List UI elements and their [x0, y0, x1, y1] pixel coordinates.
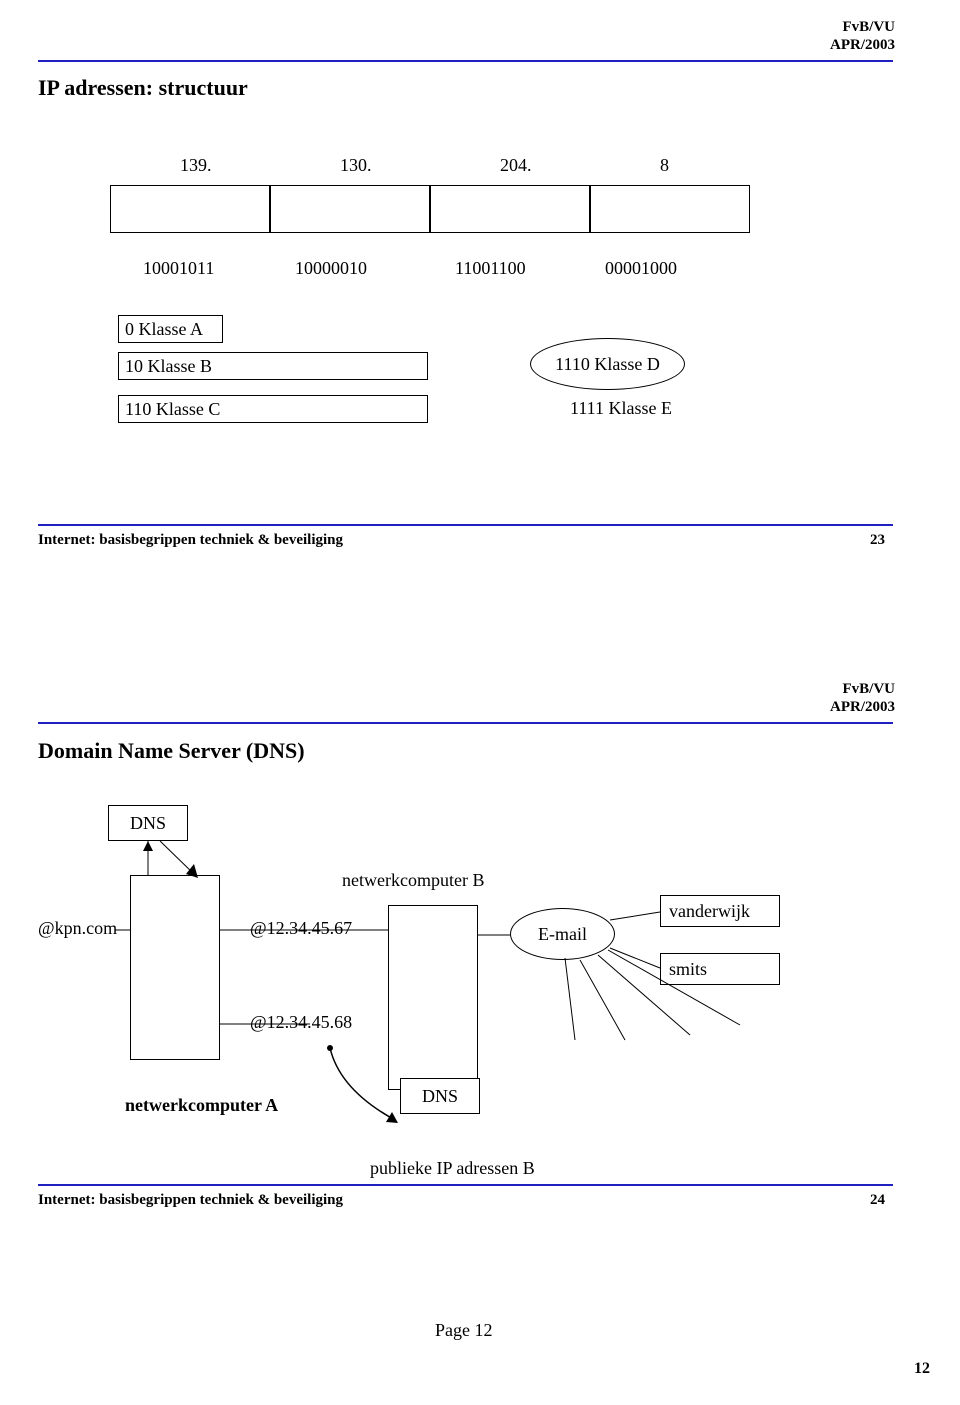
klasse-e-text: 1111 Klasse E	[570, 398, 672, 419]
bin-d: 00001000	[605, 258, 677, 279]
netcomp-b-box	[388, 905, 478, 1090]
bin-c: 11001100	[455, 258, 526, 279]
klasse-d-ellipse: 1110 Klasse D	[530, 338, 685, 390]
page-num-right: 12	[914, 1360, 930, 1378]
dec-c: 204.	[500, 155, 532, 176]
dec-a: 139.	[180, 155, 212, 176]
page-footer: Page 12	[435, 1320, 493, 1341]
slide2-footer: Internet: basisbegrippen techniek & beve…	[38, 1192, 343, 1209]
smits-box: smits	[660, 953, 780, 985]
slide2-bottom-line	[38, 1184, 893, 1186]
email-ellipse: E-mail	[510, 908, 615, 960]
meta-line2: APR/2003	[830, 36, 895, 54]
slide2-footer-num: 24	[870, 1192, 885, 1209]
bin-b: 10000010	[295, 258, 367, 279]
cell-d	[590, 185, 750, 233]
slide2-title: Domain Name Server (DNS)	[38, 738, 305, 764]
slide1-title: IP adressen: structuur	[38, 75, 248, 101]
netb-label: netwerkcomputer B	[342, 870, 484, 891]
slide1-footer: Internet: basisbegrippen techniek & beve…	[38, 532, 343, 549]
cell-c	[430, 185, 590, 233]
bin-a: 10001011	[143, 258, 214, 279]
klasse-c-box: 110 Klasse C	[118, 395, 428, 423]
dec-d: 8	[660, 155, 669, 176]
slide1-footer-num: 23	[870, 532, 885, 549]
publieke-label: publieke IP adressen B	[370, 1158, 535, 1179]
cell-b	[270, 185, 430, 233]
ip68-label: @12.34.45.68	[250, 1012, 352, 1033]
netcomp-a-box	[130, 875, 220, 1060]
slide1-meta: FvB/VU APR/2003	[830, 18, 895, 54]
dec-b: 130.	[340, 155, 372, 176]
cell-a	[110, 185, 270, 233]
dns-top-box: DNS	[108, 805, 188, 841]
meta2-line1: FvB/VU	[830, 680, 895, 698]
slide1-bottom-line	[38, 524, 893, 526]
meta2-line2: APR/2003	[830, 698, 895, 716]
neta-label: netwerkcomputer A	[125, 1095, 278, 1116]
meta-line1: FvB/VU	[830, 18, 895, 36]
slide1-top-line	[38, 60, 893, 62]
kpn-label: @kpn.com	[38, 918, 117, 939]
ip67-label: @12.34.45.67	[250, 918, 352, 939]
slide2-top-line	[38, 722, 893, 724]
vanderwijk-box: vanderwijk	[660, 895, 780, 927]
slide2-meta: FvB/VU APR/2003	[830, 680, 895, 716]
klasse-b-box: 10 Klasse B	[118, 352, 428, 380]
dns-bottom-box: DNS	[400, 1078, 480, 1114]
klasse-a-box: 0 Klasse A	[118, 315, 223, 343]
